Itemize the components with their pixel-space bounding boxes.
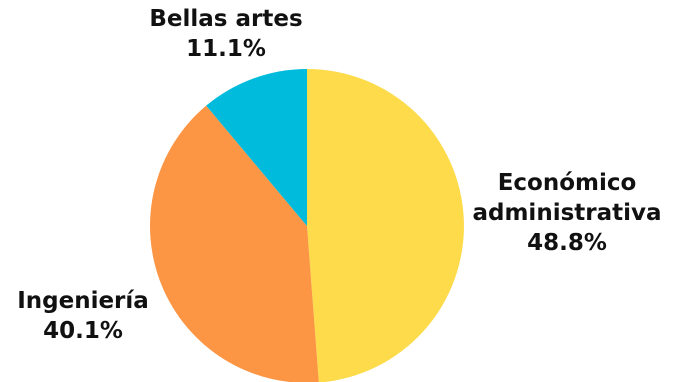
slice-label-line-1: Económico [497,170,637,196]
slice-label-bellas-artes: Bellas artes 11.1% [149,4,302,64]
slice-label-economico-administrativa: Económico administrativa 48.8% [472,168,661,258]
slice-value: 48.8% [527,230,607,256]
slice-label-line-1: Bellas artes [149,6,303,32]
pie-slices [150,69,464,382]
slice-label-line-2: administrativa [472,200,662,226]
pie-slice-bellas-artes [206,69,307,226]
slice-label-ingenieria: Ingeniería 40.1% [17,286,149,346]
slice-label-line-1: Ingeniería [17,288,149,314]
pie-slice-ingenieria [150,105,319,382]
pie-slice-economico-administrativa [307,69,464,382]
slice-value: 40.1% [43,318,123,344]
slice-value: 11.1% [186,36,266,62]
